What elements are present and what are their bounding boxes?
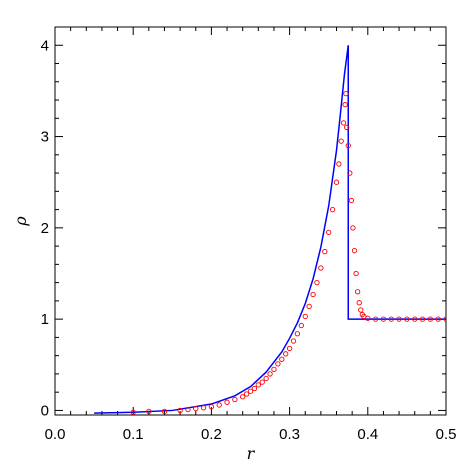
simulation-point bbox=[344, 124, 350, 131]
y-axis-label: ρ bbox=[11, 216, 30, 227]
simulation-point bbox=[306, 303, 312, 310]
simulation-point bbox=[404, 316, 410, 322]
y-tick-label: 0 bbox=[41, 402, 49, 419]
simulation-point bbox=[353, 270, 359, 277]
y-tick-label: 4 bbox=[41, 37, 49, 54]
simulation-point bbox=[336, 161, 342, 167]
simulation-point bbox=[161, 408, 168, 414]
simulation-point bbox=[294, 331, 301, 337]
simulation-point bbox=[314, 279, 320, 286]
simulation-point bbox=[263, 375, 269, 382]
y-tick-label: 3 bbox=[41, 129, 49, 146]
x-tick-labels: 0.0 0.1 0.2 0.3 0.4 0.5 bbox=[45, 426, 457, 443]
simulation-point bbox=[326, 229, 332, 236]
simulation-point bbox=[350, 225, 356, 231]
simulation-point bbox=[185, 406, 191, 413]
simulation-point bbox=[286, 345, 293, 352]
simulation-point bbox=[348, 197, 355, 204]
simulation-point bbox=[298, 322, 304, 329]
y-tick-label: 1 bbox=[41, 311, 49, 328]
analytic-solution-line bbox=[94, 45, 446, 414]
simulation-point bbox=[193, 405, 199, 412]
simulation-point bbox=[345, 143, 351, 149]
simulation-point bbox=[354, 289, 361, 295]
simulation-point bbox=[427, 316, 434, 322]
simulation-point bbox=[208, 404, 215, 410]
simulation-point bbox=[177, 407, 183, 414]
simulation-point bbox=[318, 265, 324, 271]
simulation-point bbox=[271, 366, 277, 372]
simulation-point bbox=[388, 316, 394, 322]
y-tick-label: 2 bbox=[41, 220, 49, 237]
simulation-point bbox=[419, 316, 426, 322]
simulation-point bbox=[290, 338, 297, 344]
simulation-point bbox=[283, 351, 289, 357]
plot-frame bbox=[54, 26, 447, 416]
simulation-point bbox=[130, 409, 136, 415]
simulation-point bbox=[356, 300, 362, 306]
simulation-point bbox=[259, 379, 265, 385]
x-tick-label: 0.1 bbox=[123, 426, 144, 443]
x-tick-label: 0.4 bbox=[357, 426, 378, 443]
simulation-point bbox=[443, 316, 446, 322]
simulation-point bbox=[200, 405, 207, 411]
simulation-point bbox=[224, 399, 230, 405]
simulation-point bbox=[267, 371, 273, 377]
simulation-point bbox=[322, 248, 328, 255]
axis-ticks bbox=[54, 26, 447, 415]
simulation-point bbox=[435, 316, 441, 322]
simulation-point bbox=[380, 316, 387, 322]
simulation-point bbox=[333, 179, 340, 185]
simulation-point bbox=[347, 170, 353, 176]
y-tick-labels: 0 1 2 3 4 bbox=[41, 37, 49, 419]
simulation-point bbox=[279, 356, 285, 362]
simulation-point bbox=[146, 408, 152, 414]
simulation-point bbox=[310, 291, 316, 298]
x-axis-label: r bbox=[247, 444, 256, 463]
simulation-point bbox=[216, 402, 222, 408]
simulation-point bbox=[243, 391, 250, 397]
simulation-point bbox=[372, 316, 379, 322]
simulation-point bbox=[251, 385, 258, 392]
simulation-point bbox=[342, 101, 348, 108]
simulation-point bbox=[240, 394, 246, 400]
simulation-point bbox=[255, 382, 261, 388]
simulation-point bbox=[412, 316, 418, 322]
simulation-point bbox=[343, 90, 349, 97]
simulation-point bbox=[275, 361, 281, 367]
simulation-point bbox=[247, 388, 254, 394]
simulation-point bbox=[351, 248, 358, 254]
simulation-point bbox=[329, 206, 336, 213]
simulation-point bbox=[340, 120, 347, 126]
simulation-point bbox=[338, 138, 344, 144]
simulation-point bbox=[358, 307, 364, 313]
simulation-point bbox=[396, 316, 402, 322]
simulation-point bbox=[302, 313, 308, 320]
simulation-point bbox=[232, 396, 238, 403]
simulation-point bbox=[365, 315, 371, 321]
x-tick-label: 0.5 bbox=[436, 426, 457, 443]
x-tick-label: 0.2 bbox=[201, 426, 222, 443]
x-tick-label: 0.0 bbox=[45, 426, 66, 443]
x-tick-label: 0.3 bbox=[279, 426, 300, 443]
series-layer bbox=[94, 45, 446, 415]
